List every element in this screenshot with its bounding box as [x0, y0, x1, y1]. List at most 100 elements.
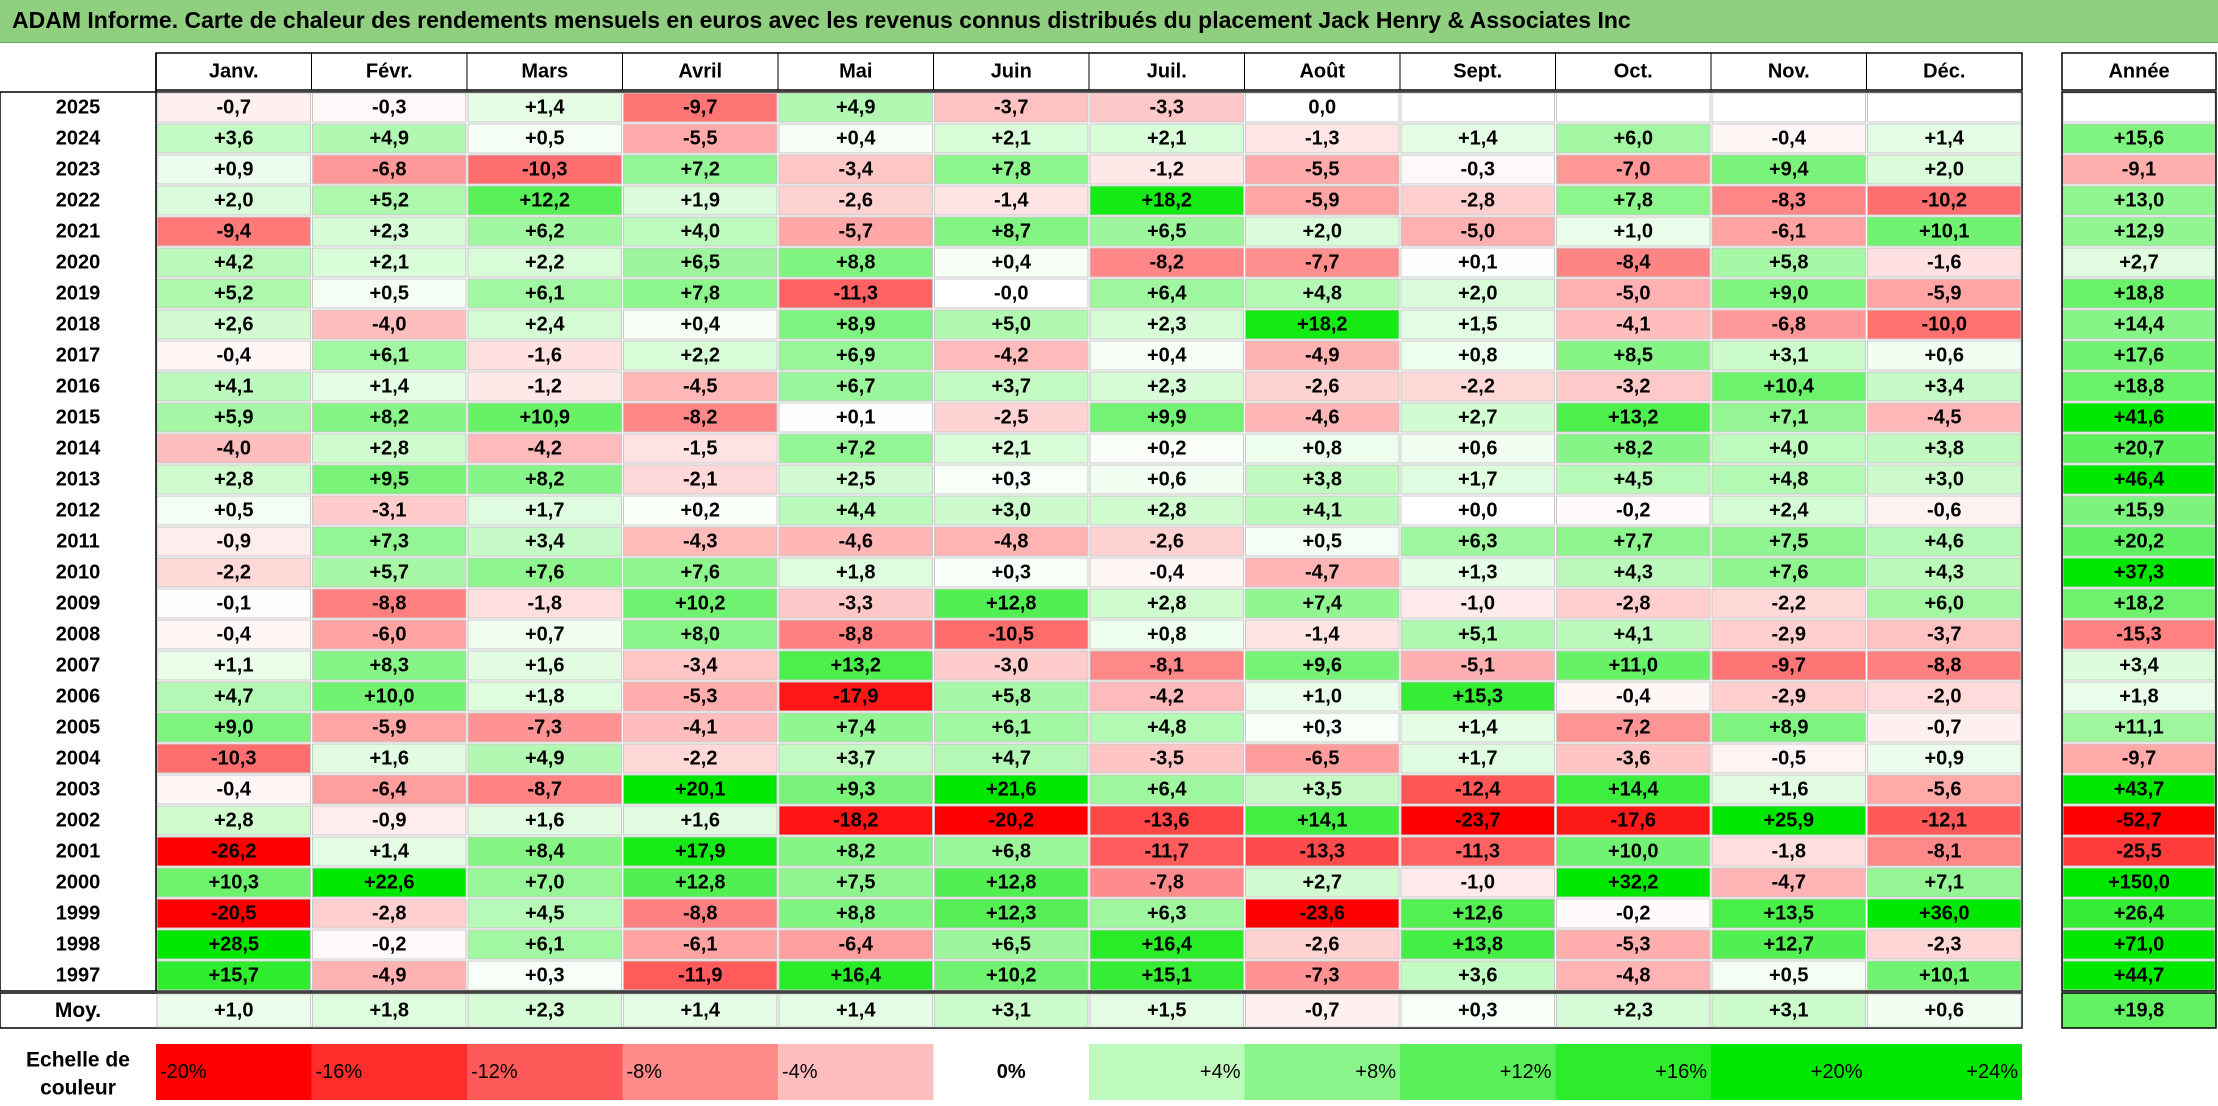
cell-value: +3,4	[1925, 376, 1965, 398]
cell-value: +3,7	[836, 748, 875, 770]
annual-value: -9,7	[2122, 748, 2156, 770]
heatmap-cell	[1089, 526, 1244, 557]
month-header-1: Févr.	[366, 61, 413, 83]
heatmap-cell	[1089, 743, 1244, 774]
cell-value: +4,7	[992, 748, 1031, 770]
heatmap-cell	[1089, 247, 1244, 278]
heatmap-cell	[1711, 929, 1866, 960]
heatmap-cell	[1556, 526, 1711, 557]
average-cell	[1556, 993, 1711, 1028]
annual-value: +17,6	[2114, 345, 2165, 367]
cell-value: -6,8	[372, 159, 406, 181]
cell-value: -8,4	[1616, 252, 1651, 274]
annual-cell	[2062, 123, 2216, 154]
cell-value: +7,0	[525, 872, 564, 894]
month-header-2: Mars	[521, 61, 568, 83]
cell-value: -10,5	[988, 624, 1034, 646]
heatmap-cell	[1245, 123, 1400, 154]
heatmap-cell	[156, 216, 311, 247]
scale-step-label: +24%	[1966, 1061, 2018, 1083]
heatmap-cell	[1245, 402, 1400, 433]
cell-value: +4,5	[525, 903, 564, 925]
cell-value: +10,4	[1763, 376, 1814, 398]
heatmap-cell	[934, 681, 1089, 712]
cell-value: -0,4	[1150, 562, 1185, 584]
cell-value: +4,8	[1303, 283, 1342, 305]
heatmap-cell	[1400, 216, 1555, 247]
heatmap-cell	[1400, 278, 1555, 309]
cell-value: +7,3	[370, 531, 409, 553]
heatmap-cell	[1556, 123, 1711, 154]
cell-value: -0,3	[372, 97, 406, 119]
heatmap-cell	[1556, 867, 1711, 898]
cell-value: +16,4	[1141, 934, 1192, 956]
cell-value: -4,2	[1150, 686, 1184, 708]
heatmap-cell	[1245, 929, 1400, 960]
cell-value: +1,5	[1458, 314, 1497, 336]
heatmap-cell	[1711, 309, 1866, 340]
cell-value: +7,1	[1925, 872, 1964, 894]
heatmap-cell	[1400, 898, 1555, 929]
heatmap-cell	[1711, 960, 1866, 991]
heatmap-cell	[156, 92, 311, 123]
cell-value: +8,3	[370, 655, 409, 677]
heatmap-cell	[934, 867, 1089, 898]
heatmap-cell	[1245, 185, 1400, 216]
year-header-cell	[2061, 52, 2217, 91]
heatmap-cell	[156, 712, 311, 743]
cell-value: +8,2	[370, 407, 409, 429]
annual-value: +20,7	[2114, 438, 2165, 460]
cell-value: -8,8	[839, 624, 873, 646]
cell-value: +10,0	[1608, 841, 1659, 863]
scale-step-label: -4%	[782, 1061, 818, 1083]
heatmap-cell	[1245, 278, 1400, 309]
heatmap-cell	[467, 619, 622, 650]
heatmap-cell	[934, 92, 1089, 123]
heatmap-cell	[1089, 340, 1244, 371]
cell-value: +5,8	[992, 686, 1031, 708]
heatmap-cell	[1245, 712, 1400, 743]
cell-value: +2,4	[1769, 500, 1809, 522]
heatmap-cell	[1400, 929, 1555, 960]
heatmap-cell	[467, 495, 622, 526]
cell-value: +7,8	[681, 283, 720, 305]
cell-value: +25,9	[1763, 810, 1814, 832]
heatmap-cell	[778, 650, 933, 681]
heatmap-cell	[312, 960, 467, 991]
heatmap-cell	[467, 278, 622, 309]
annual-cell	[2062, 743, 2216, 774]
cell-value: -10,2	[1921, 190, 1967, 212]
heatmap-cell	[1556, 371, 1711, 402]
cell-value: -2,2	[1461, 376, 1495, 398]
cell-value: +16,4	[830, 965, 881, 987]
cell-value: +2,7	[1458, 407, 1497, 429]
heatmap-cell	[1711, 464, 1866, 495]
annual-cell	[2062, 278, 2216, 309]
heatmap-cell	[778, 371, 933, 402]
cell-value: +2,8	[370, 438, 409, 460]
cell-value: +8,4	[525, 841, 565, 863]
heatmap-cell	[1556, 92, 1711, 123]
scale-step-label: +20%	[1811, 1061, 1863, 1083]
cell-value: +1,7	[1458, 469, 1497, 491]
heatmap-cell	[1867, 526, 2022, 557]
cell-value: +4,9	[836, 97, 875, 119]
cell-value: +15,1	[1141, 965, 1192, 987]
annual-cell	[2062, 402, 2216, 433]
row-year-label: 2018	[56, 314, 101, 336]
cell-value: -2,3	[1927, 934, 1961, 956]
heatmap-cell	[1245, 92, 1400, 123]
cell-value: -2,2	[683, 748, 717, 770]
heatmap-cell	[1245, 247, 1400, 278]
heatmap-cell	[934, 836, 1089, 867]
cell-value: +1,4	[370, 841, 410, 863]
cell-value: +12,2	[519, 190, 570, 212]
heatmap-cell	[1245, 340, 1400, 371]
heatmap-cell	[778, 309, 933, 340]
cell-value: +6,3	[1147, 903, 1186, 925]
cell-value: -1,0	[1461, 872, 1495, 894]
cell-value: +1,8	[525, 686, 564, 708]
heatmap-cell	[778, 557, 933, 588]
cell-value: +1,1	[214, 655, 253, 677]
cell-value: +1,6	[370, 748, 409, 770]
